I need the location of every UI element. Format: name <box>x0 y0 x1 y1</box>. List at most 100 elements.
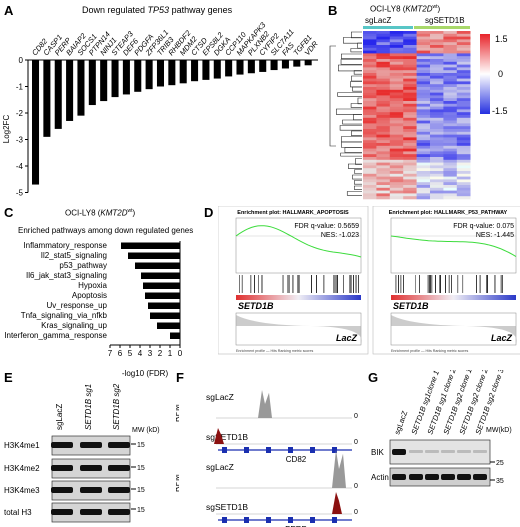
heatmap-cell <box>363 101 377 105</box>
a-bar <box>43 60 51 137</box>
heatmap-cell <box>443 187 458 191</box>
heatmap-cell <box>363 45 377 49</box>
heatmap-cell <box>443 143 458 147</box>
g-band-faint <box>457 450 471 453</box>
heatmap-cell <box>363 67 377 71</box>
heatmap-cell <box>456 162 471 166</box>
heatmap-cell <box>363 182 377 186</box>
c-bar <box>170 332 180 339</box>
heatmap-cell <box>416 162 431 166</box>
heatmap-cell <box>389 98 404 102</box>
a-bar <box>225 60 233 77</box>
heatmap-cell <box>376 45 391 49</box>
heatmap-cell <box>430 140 444 144</box>
heatmap-cell <box>416 171 431 175</box>
heatmap-cell <box>389 33 404 37</box>
heatmap-cell <box>416 106 431 110</box>
a-bar <box>293 60 301 67</box>
heatmap-cell <box>430 75 444 79</box>
heatmap-cell <box>416 61 431 65</box>
heatmap-cell <box>443 78 458 82</box>
panel-g-letter: G <box>368 370 379 385</box>
heatmap-cell <box>389 182 404 186</box>
ranking-bar <box>391 295 516 300</box>
heatmap-cell <box>430 185 444 189</box>
heatmap-cell <box>443 106 458 110</box>
heatmap-cell <box>389 61 404 65</box>
dendrogram-branch <box>357 42 362 49</box>
a-ytick-label: -3 <box>16 136 24 145</box>
heatmap-cell <box>443 31 458 35</box>
heatmap-cell <box>376 115 391 119</box>
heatmap-cell <box>430 179 444 183</box>
enrichment-curve <box>390 235 517 258</box>
heatmap-cell <box>416 59 431 63</box>
c-category-label: Uv_response_up <box>47 301 108 310</box>
heatmap-cell <box>376 165 391 169</box>
heatmap-cell <box>363 78 377 82</box>
heatmap-cell <box>389 159 404 163</box>
heatmap-cell <box>389 157 404 161</box>
heatmap-cell <box>403 134 417 138</box>
heatmap-cell <box>443 134 458 138</box>
heatmap-cell <box>416 101 431 105</box>
e-band <box>80 465 102 471</box>
heatmap-cell <box>376 196 391 200</box>
heatmap-cell <box>430 134 444 138</box>
heatmap-cell <box>456 131 471 135</box>
heatmap-cell <box>389 179 404 183</box>
heatmap-cell <box>376 47 391 51</box>
heatmap-cell <box>403 53 417 57</box>
f-track2-label: sgSETD1B <box>206 502 248 512</box>
heatmap-cell <box>403 103 417 107</box>
heatmap-cell <box>443 193 458 197</box>
gsea-legend: Enrichment profile — Hits Ranking metric… <box>236 349 313 353</box>
g-lane-label: sgLacZ <box>392 409 409 436</box>
heatmap-cell <box>430 53 444 57</box>
heatmap-cell <box>416 31 431 35</box>
heatmap-cell <box>389 89 404 93</box>
heatmap-cell <box>430 112 444 116</box>
heatmap-cell <box>403 92 417 96</box>
f-peak <box>214 428 224 444</box>
f-zero-label: 0 <box>354 439 358 446</box>
heatmap-cell <box>363 168 377 172</box>
heatmap-cell <box>403 185 417 189</box>
heatmap-cell <box>456 140 471 144</box>
dendrogram-branch <box>348 163 362 169</box>
heatmap-cell <box>403 187 417 191</box>
heatmap-cell <box>376 179 391 183</box>
heatmap-cell <box>430 92 444 96</box>
dendrogram-branch <box>343 37 362 44</box>
heatmap-cell <box>430 157 444 161</box>
a-bar <box>202 60 210 80</box>
heatmap-cell <box>389 162 404 166</box>
c-xtick-label: 2 <box>158 349 163 358</box>
heatmap-cell <box>403 159 417 163</box>
heatmap-cell <box>430 42 444 46</box>
heatmap-cell <box>416 45 431 49</box>
heatmap-cell <box>389 45 404 49</box>
heatmap-cell <box>416 187 431 191</box>
a-ytick-label: -5 <box>16 189 24 198</box>
heatmap-cell <box>416 140 431 144</box>
heatmap-cell <box>456 101 471 105</box>
heatmap-cell <box>430 168 444 172</box>
e-mw-label: 15 <box>137 442 145 449</box>
heatmap-cell <box>389 187 404 191</box>
f-zero-label: 0 <box>354 509 358 516</box>
gsea-top-label: SETD1B <box>238 301 274 311</box>
g-mw-label: 25 <box>496 460 504 467</box>
heatmap-cell <box>389 185 404 189</box>
heatmap-cell <box>416 120 431 124</box>
dendrogram-branch <box>344 147 362 153</box>
heatmap-cell <box>416 47 431 51</box>
heatmap-cell <box>389 112 404 116</box>
heatmap-cell <box>376 168 391 172</box>
c-category-label: Hypoxia <box>78 281 107 290</box>
heatmap-cell <box>456 109 471 113</box>
heatmap-cell <box>376 176 391 180</box>
heatmap-cell <box>456 36 471 40</box>
heatmap-cell <box>416 173 431 177</box>
e-band <box>51 465 73 471</box>
